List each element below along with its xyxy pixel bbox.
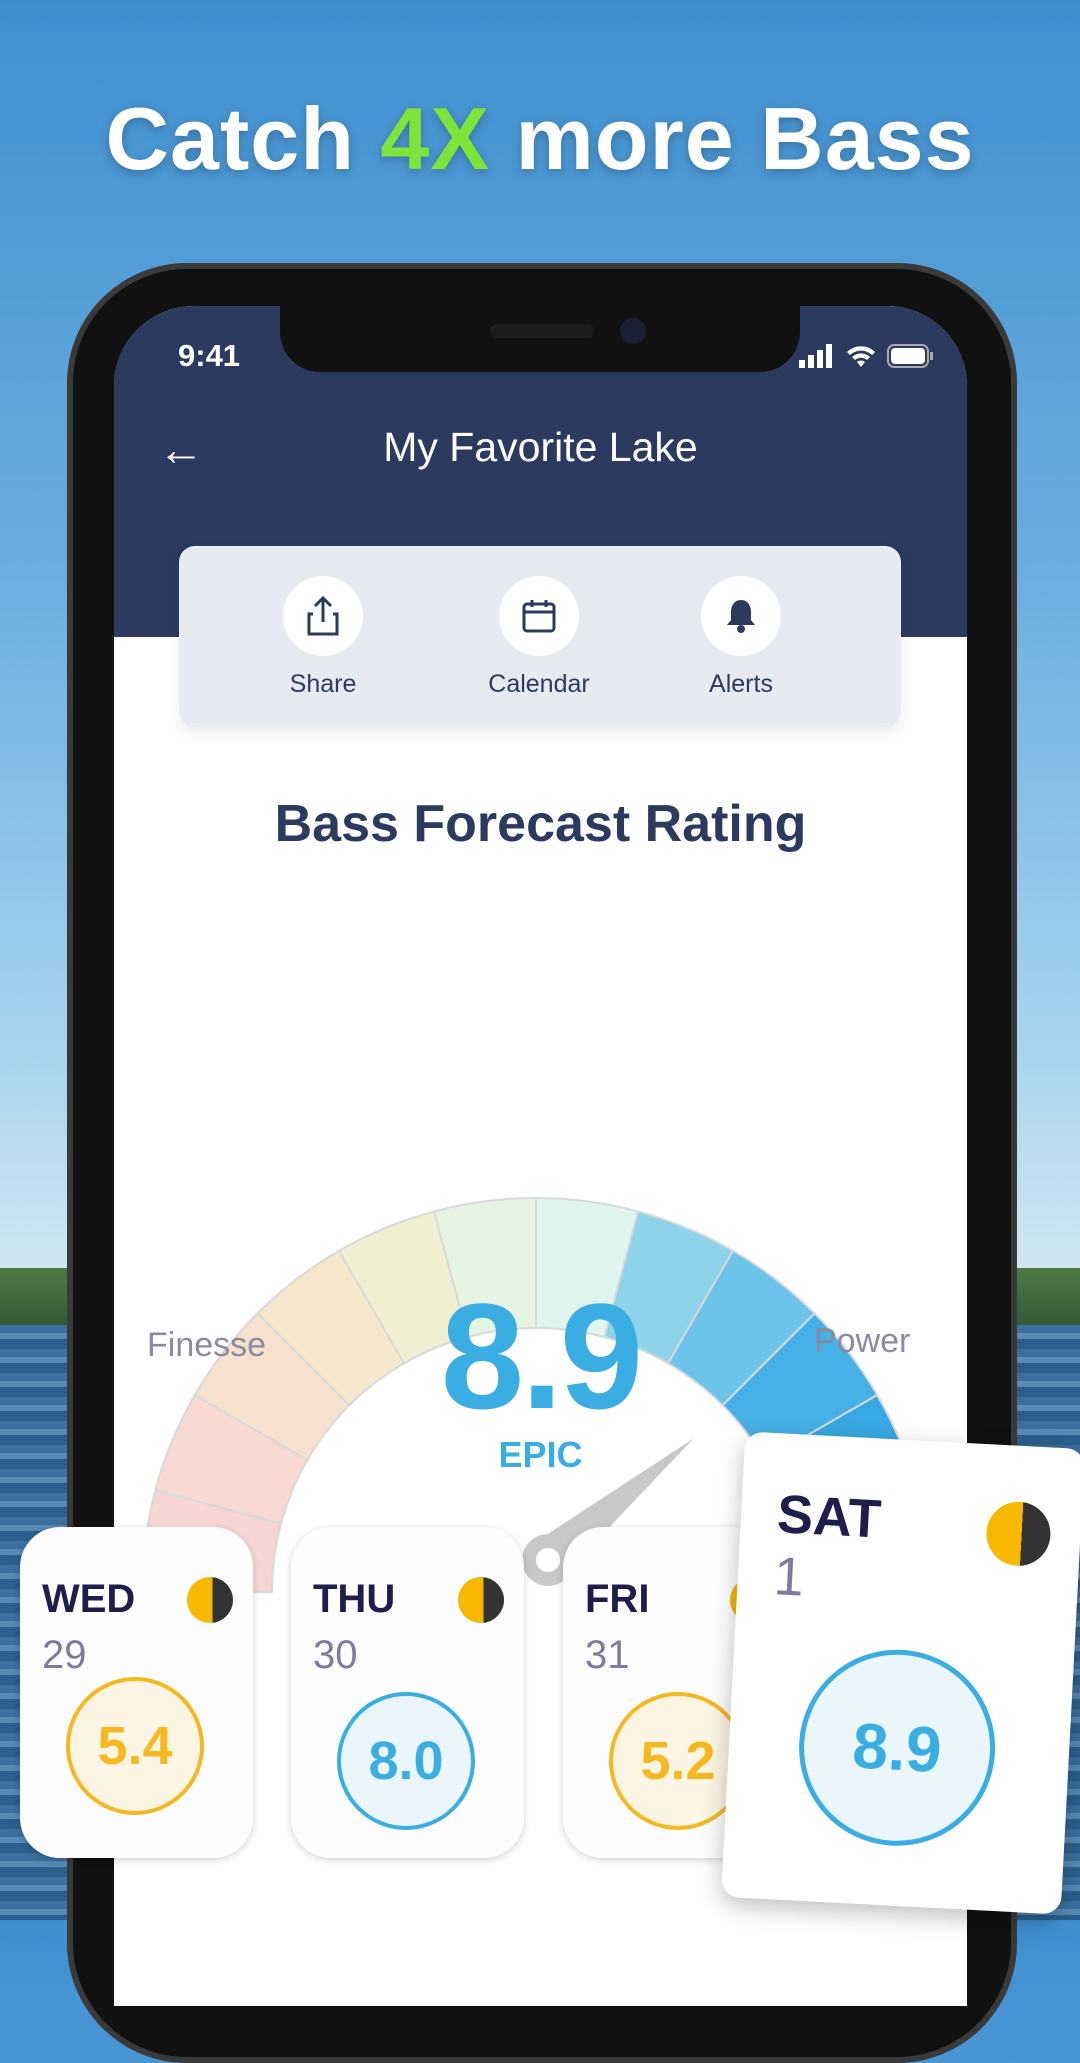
day-date: 31 (585, 1633, 630, 1677)
calendar-button[interactable]: Calendar (469, 576, 609, 699)
alerts-button-circle (701, 576, 781, 656)
alerts-button[interactable]: Alerts (671, 576, 811, 699)
day-score: 5.2 (609, 1692, 747, 1830)
day-card[interactable]: WED 29 5.4 (20, 1527, 253, 1858)
action-bar: Share Calendar Alerts (179, 546, 901, 727)
moon-phase-icon (984, 1500, 1053, 1568)
day-score: 8.9 (794, 1644, 1001, 1851)
calendar-button-circle (499, 576, 579, 656)
day-name: THU (313, 1577, 396, 1621)
camera (620, 318, 646, 344)
day-card[interactable]: THU 30 8.0 (291, 1527, 524, 1858)
day-name: FRI (585, 1577, 650, 1621)
signal-icon (799, 344, 832, 368)
moon-phase-icon (187, 1577, 233, 1623)
power-label: Power (814, 1322, 911, 1360)
finesse-label: Finesse (147, 1326, 267, 1364)
calendar-label: Calendar (488, 670, 590, 698)
status-icons (799, 344, 933, 368)
day-name: SAT (775, 1484, 883, 1550)
day-score: 5.4 (66, 1677, 204, 1815)
day-date: 30 (313, 1633, 358, 1677)
calendar-icon (522, 600, 556, 633)
headline-accent: 4X (380, 89, 491, 188)
forecast-value: 8.9 (440, 1272, 644, 1440)
share-button[interactable]: Share (253, 576, 393, 699)
headline: Catch 4X more Bass (0, 88, 1080, 190)
alerts-label: Alerts (709, 670, 773, 698)
speaker (490, 324, 594, 338)
page-title: My Favorite Lake (383, 424, 698, 470)
rating-label: EPIC (498, 1434, 583, 1475)
day-date: 1 (772, 1546, 806, 1608)
bell-icon (727, 600, 755, 633)
headline-text: more Bass (490, 89, 975, 188)
share-label: Share (289, 670, 357, 698)
day-name: WED (42, 1577, 136, 1621)
headline-text: Catch (105, 89, 381, 188)
wifi-icon (847, 346, 875, 367)
status-time: 9:41 (178, 338, 241, 373)
day-date: 29 (42, 1633, 87, 1677)
share-button-circle (283, 576, 363, 656)
moon-phase-icon (458, 1577, 504, 1623)
day-score: 8.0 (337, 1692, 475, 1830)
forecast-title: Bass Forecast Rating (274, 795, 807, 853)
day-card-selected[interactable]: SAT 1 8.9 (721, 1431, 1080, 1915)
notch (280, 306, 800, 372)
needle-hub-center (536, 1548, 560, 1572)
battery-icon (887, 344, 933, 368)
share-icon (307, 595, 339, 636)
arrow-left-icon[interactable]: ← (158, 423, 204, 475)
